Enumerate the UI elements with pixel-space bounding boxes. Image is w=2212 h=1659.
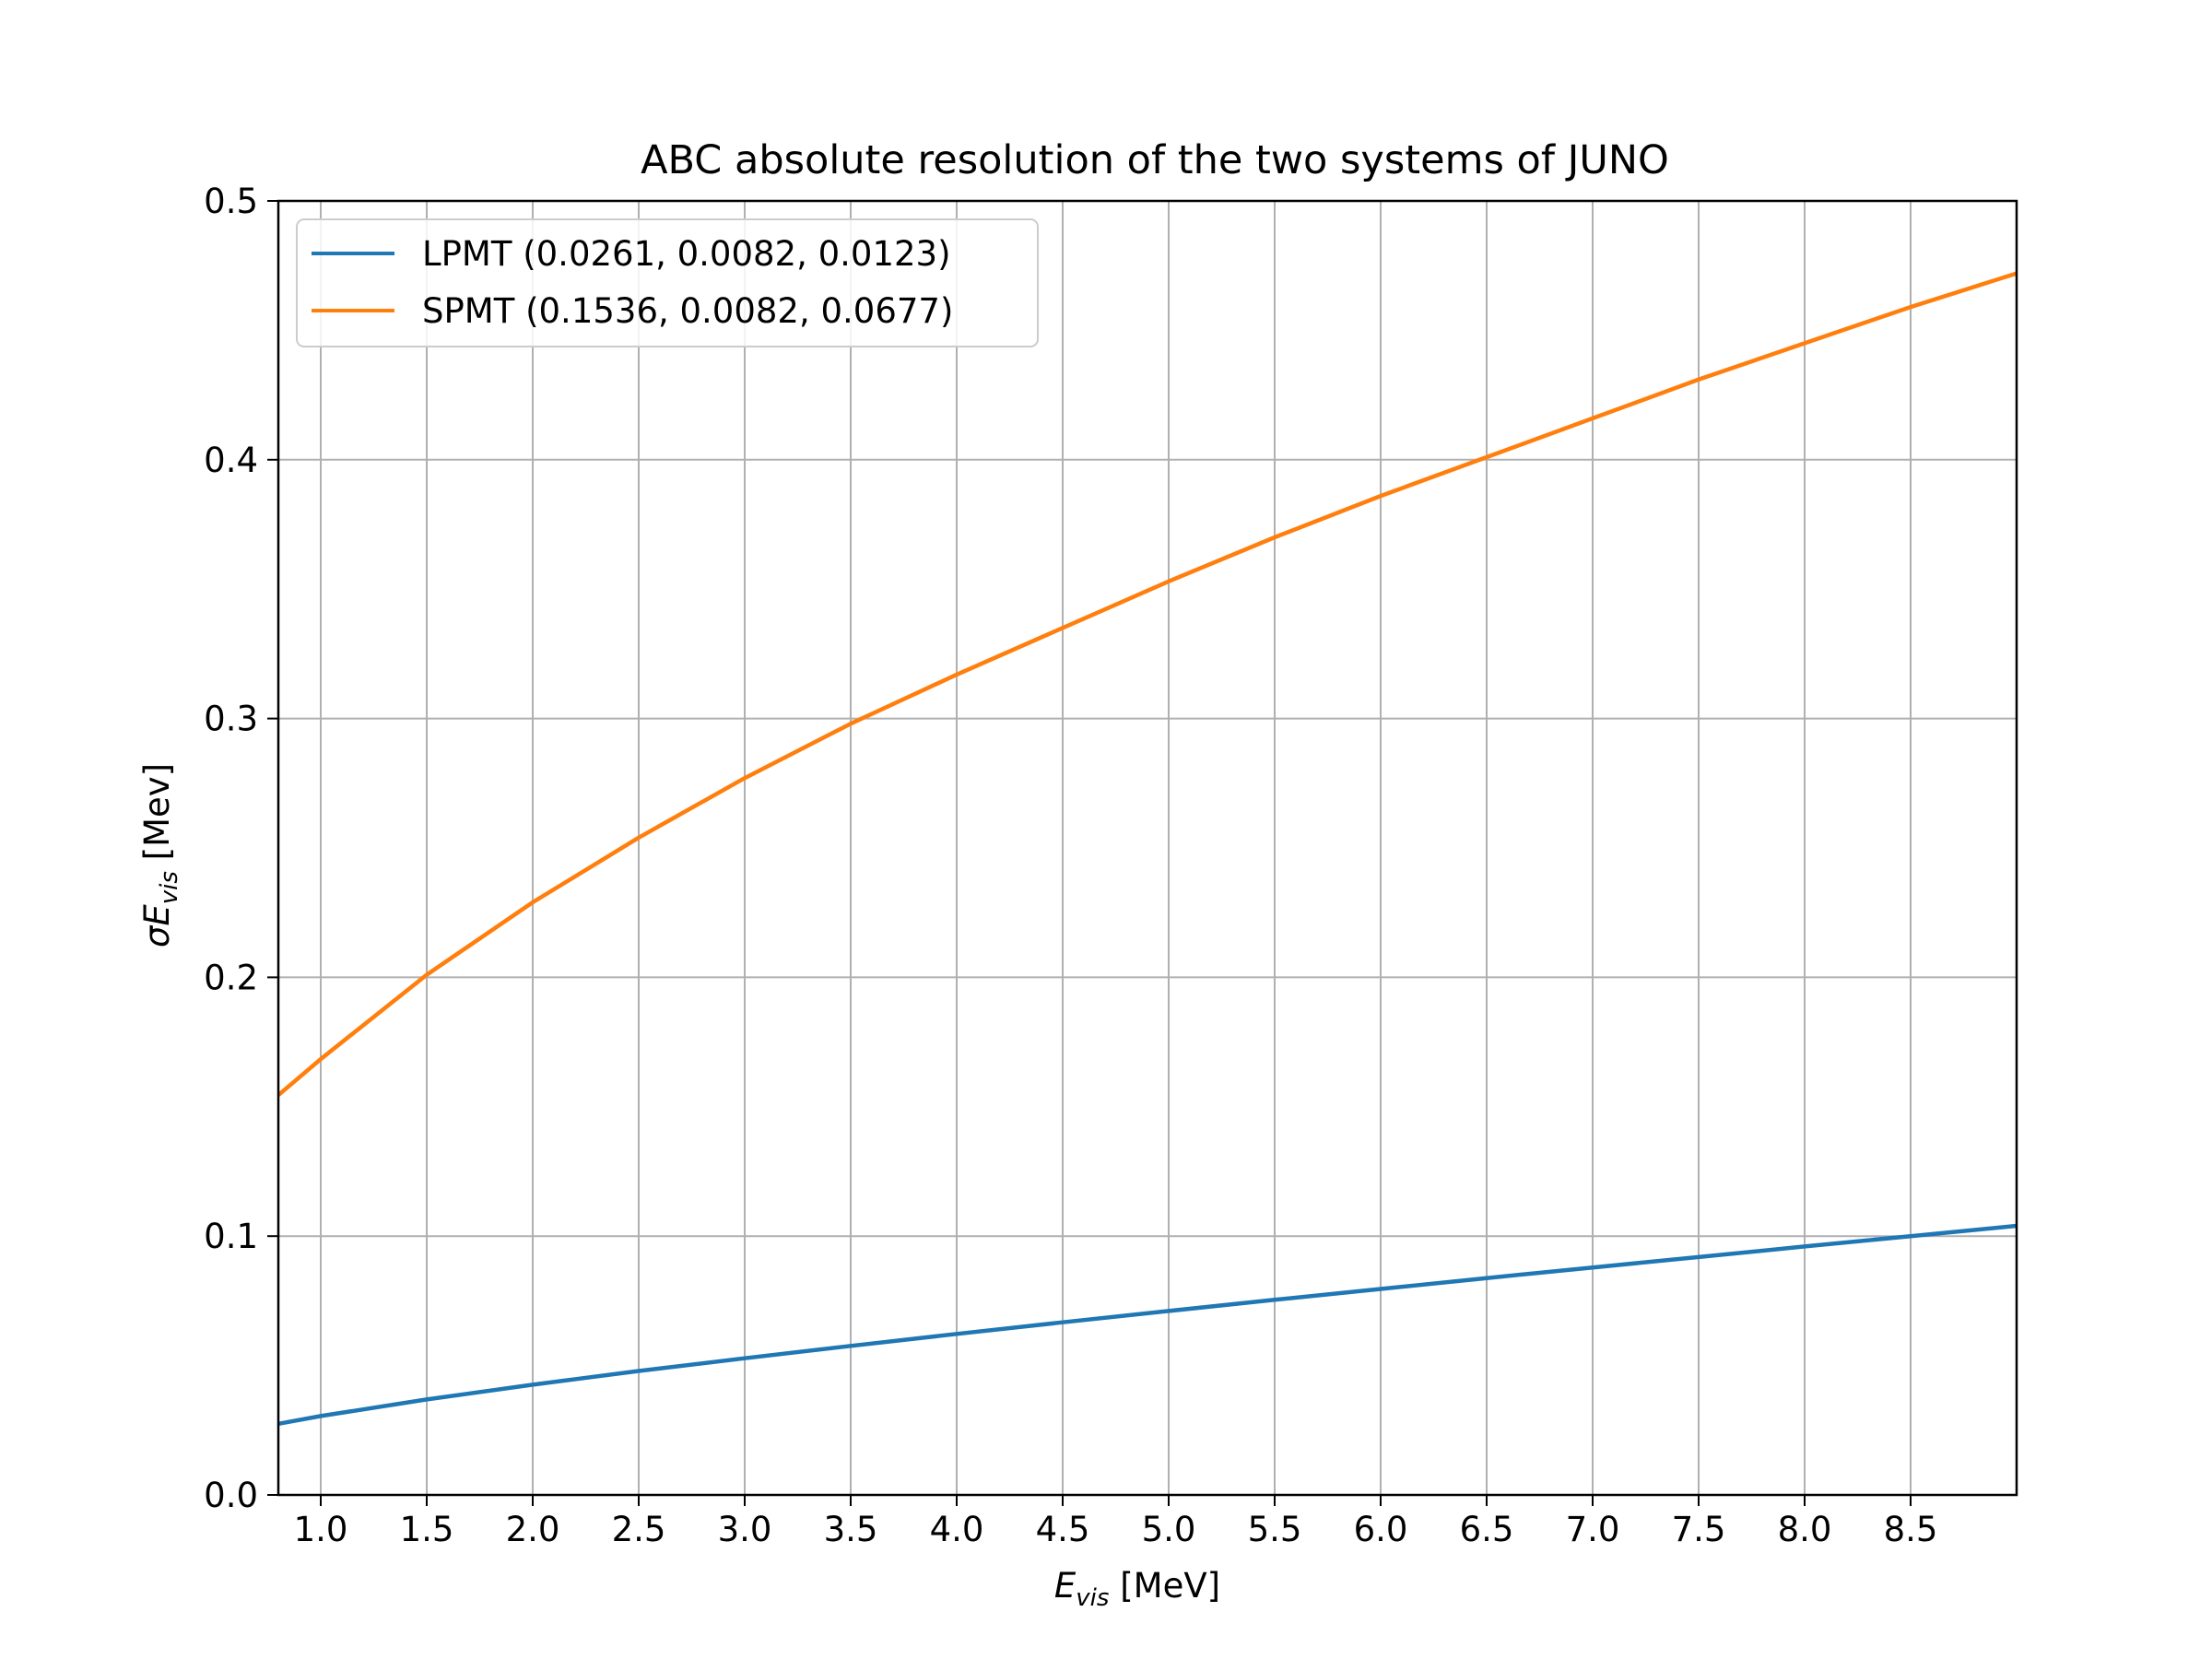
plot-lines [276,271,2018,1427]
y-tick-label: 0.2 [204,958,258,997]
x-tick-label: 7.5 [1672,1510,1726,1549]
y-axis-label-symbol: σE [137,904,177,947]
legend: LPMT (0.0261, 0.0082, 0.0123) SPMT (0.15… [296,218,1039,347]
x-tick-label: 4.0 [930,1510,984,1549]
x-tick-label: 3.0 [718,1510,772,1549]
axes-frame [276,199,2018,1497]
x-tick-label: 1.5 [400,1510,454,1549]
y-axis-label: σEvis [Mev] [137,763,183,947]
x-tick-label: 1.0 [294,1510,348,1549]
y-axis-label-unit: [Mev] [137,763,177,871]
x-tick-label: 2.5 [612,1510,666,1549]
y-tick-label: 0.4 [204,441,258,480]
x-tick-label: 8.5 [1884,1510,1938,1549]
x-tick-label: 7.0 [1566,1510,1620,1549]
series-line-spmt [276,271,2018,1097]
chart-title: ABC absolute resolution of the two syste… [641,137,1669,183]
y-axis-label-subscript: vis [156,871,183,904]
x-axis-label-subscript: vis [1076,1584,1109,1612]
x-tick-label: 6.0 [1354,1510,1408,1549]
x-tick-label: 6.5 [1460,1510,1514,1549]
y-tick-label: 0.5 [204,182,258,221]
x-tick-label: 2.0 [506,1510,560,1549]
x-tick-label: 4.5 [1036,1510,1090,1549]
x-axis-label-unit: [MeV] [1109,1566,1220,1606]
x-axis-label-symbol: E [1054,1566,1077,1606]
x-tick-label: 3.5 [824,1510,878,1549]
series-line-lpmt [277,1223,2018,1427]
x-tick-label: 8.0 [1778,1510,1832,1549]
x-tick-label: 5.0 [1142,1510,1196,1549]
x-axis-label: Evis [MeV] [1054,1566,1220,1612]
x-tick-label: 5.5 [1248,1510,1302,1549]
legend-label-lpmt: LPMT (0.0261, 0.0082, 0.0123) [422,234,951,274]
legend-box [296,218,1039,347]
legend-label-spmt: SPMT (0.1536, 0.0082, 0.0677) [422,291,953,331]
axis-ticks: 1.0 1.5 2.0 2.5 3.0 3.5 4.0 4.5 5.0 5.5 6.0 6.5 7.0 7… [204,182,1937,1549]
y-tick-label: 0.3 [204,700,258,739]
y-tick-label: 0.1 [204,1217,258,1256]
y-tick-label: 0.0 [204,1476,258,1515]
